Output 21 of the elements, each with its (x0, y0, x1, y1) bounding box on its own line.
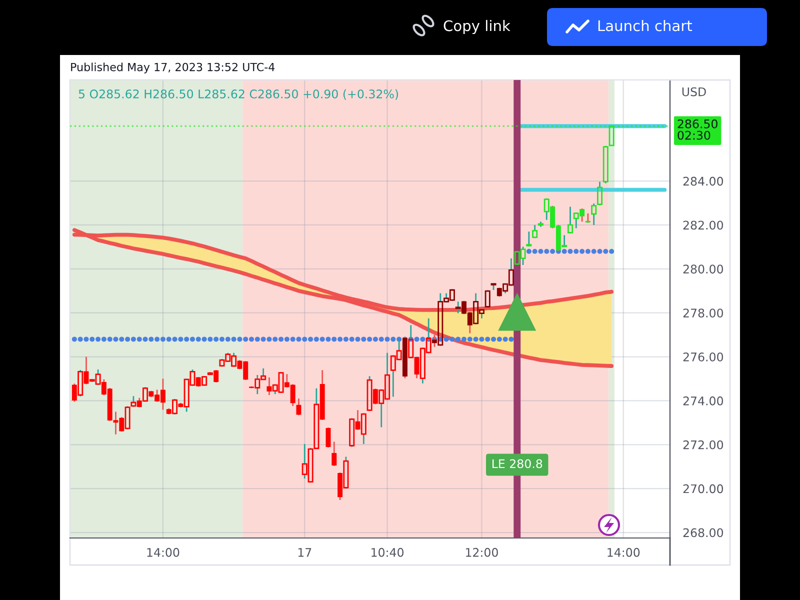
x-tick-label: 14:00 (147, 548, 180, 557)
y-tick-label: 280.00 (683, 264, 724, 274)
y-axis-title: USD (682, 87, 706, 96)
annotation: 5 O285.62 H286.50 L285.62 C286.50 +0.90 (+0.32%) (78, 89, 398, 100)
y-tick-label: 276.00 (683, 352, 724, 362)
y-tick-label: 282.00 (683, 220, 724, 230)
y-tick-label: 270.00 (683, 484, 724, 494)
y-tick-label: 274.00 (683, 396, 724, 406)
y-tick-label: 272.00 (683, 440, 724, 450)
annotation: LE 280.8 (492, 459, 542, 468)
y-tick-label: 268.00 (683, 528, 724, 538)
x-tick-label: 12:00 (466, 548, 498, 557)
ref-line-label: 286.50 02:30 (678, 119, 718, 140)
y-tick-label: 284.00 (683, 176, 724, 186)
y-tick-label: 278.00 (683, 308, 724, 318)
text: Launch chart (598, 20, 692, 32)
text: Copy link (444, 20, 510, 34)
x-tick-label: 10:40 (372, 548, 404, 557)
chart-title: Published May 17, 2023 13:52 UTC-4 (71, 62, 275, 74)
x-tick-label: 14:00 (608, 548, 640, 557)
x-tick-label: 17 (298, 548, 312, 557)
